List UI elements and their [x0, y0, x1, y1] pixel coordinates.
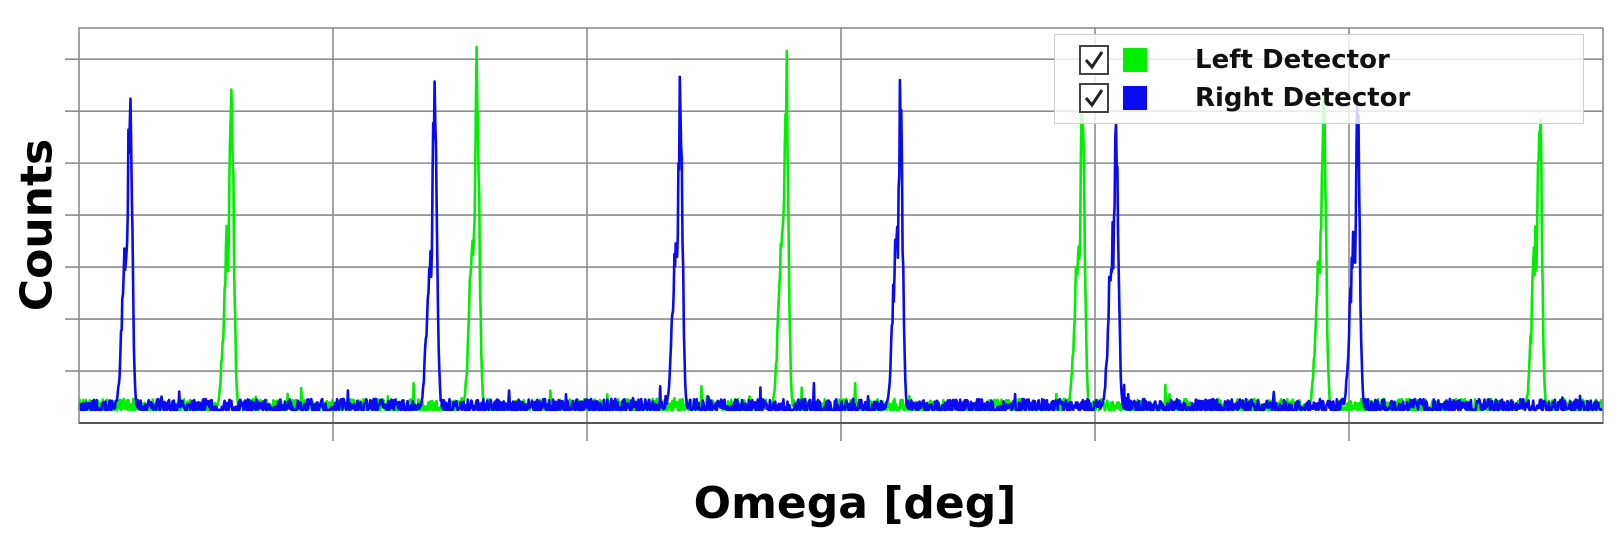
left-detector-checkbox[interactable]	[1079, 45, 1109, 75]
series-layer	[77, 45, 1605, 412]
axes	[65, 27, 1604, 441]
legend-item-left-detector[interactable]: Left Detector	[1079, 43, 1390, 77]
left-detector-swatch	[1123, 48, 1147, 72]
right-detector-swatch	[1123, 86, 1147, 110]
legend-item-right-detector[interactable]: Right Detector	[1079, 81, 1410, 115]
left-detector-label: Left Detector	[1195, 45, 1390, 75]
legend: Left Detector Right Detector	[1054, 34, 1584, 124]
right-detector-checkbox[interactable]	[1079, 83, 1109, 113]
series-line-right-detector	[77, 75, 1604, 412]
checkmark-icon	[1084, 89, 1104, 108]
right-detector-label: Right Detector	[1195, 83, 1411, 113]
checkmark-icon	[1084, 51, 1104, 70]
x-axis-title: Omega [deg]	[693, 478, 1017, 529]
y-axis-title: Counts	[11, 138, 63, 312]
